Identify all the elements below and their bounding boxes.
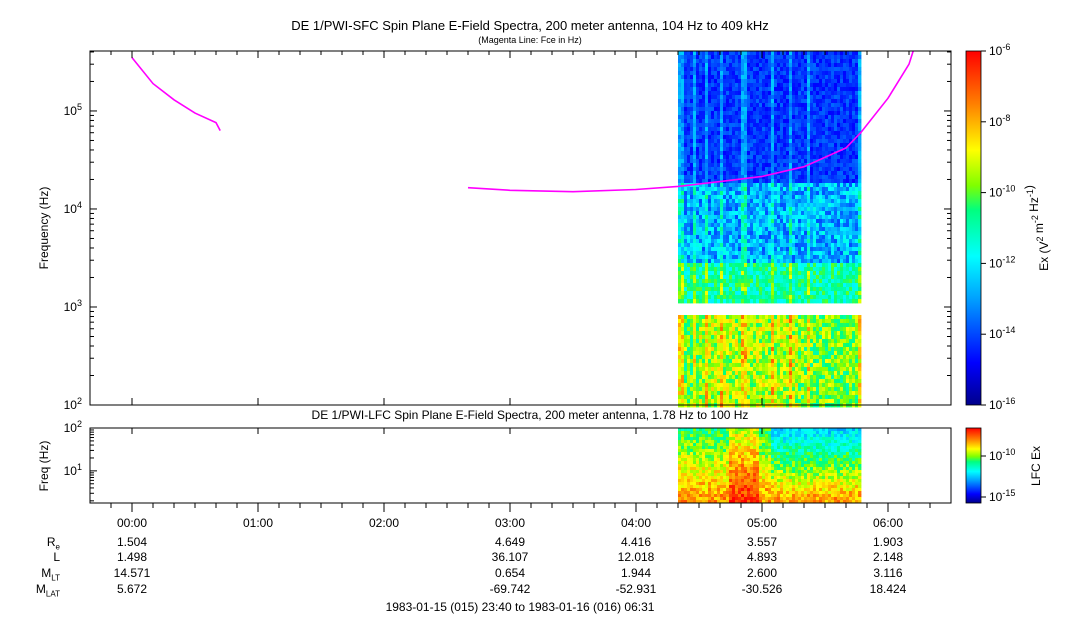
sfc-colorbar-label: Ex (V2 m-2 Hz-1): [1022, 185, 1051, 271]
ephemeris-value: 12.018: [617, 550, 655, 564]
ephemeris-value: -30.526: [741, 582, 783, 596]
ephemeris-value: 4.893: [746, 550, 778, 564]
lfc-colorbar-tick-label: 10-15: [989, 488, 1015, 504]
lfc-ylabel: Freq (Hz): [37, 441, 51, 492]
ephemeris-label: L: [53, 550, 60, 564]
lfc-colorbar: 10-10 10-15 LFC Ex: [965, 427, 1043, 504]
time-tick-label: 04:00: [621, 516, 651, 530]
ephemeris-value: 5.672: [116, 582, 148, 596]
time-tick-label: 00:00: [117, 516, 147, 530]
ephemeris-value: 18.424: [869, 582, 907, 596]
ephemeris-label: Re: [46, 535, 60, 552]
ephemeris-value: -69.742: [489, 582, 531, 596]
time-tick-label: 02:00: [369, 516, 399, 530]
lfc-ytick-label: 101: [64, 462, 82, 478]
lfc-title: DE 1/PWI-LFC Spin Plane E-Field Spectra,…: [311, 408, 749, 422]
ephemeris-value: 1.903: [872, 535, 904, 549]
time-axis: 00:00 01:00 02:00 03:00 04:00 05:00 06:00: [110, 51, 931, 530]
sfc-colorbar-tick-label: 10-14: [989, 325, 1015, 341]
ephemeris-value: 1.944: [620, 566, 652, 580]
sfc-title: DE 1/PWI-SFC Spin Plane E-Field Spectra,…: [291, 18, 769, 33]
time-tick-label: 03:00: [495, 516, 525, 530]
lfc-plot-frame: [89, 427, 952, 504]
ephemeris-label: MLAT: [35, 582, 60, 599]
sfc-ytick-label: 104: [64, 200, 82, 216]
sfc-plot-frame: [89, 50, 952, 406]
ephemeris-value: 0.654: [494, 566, 526, 580]
lfc-colorbar-label: LFC Ex: [1029, 446, 1043, 486]
ephemeris-value: 3.116: [873, 566, 903, 580]
sfc-ytick-label: 105: [64, 102, 82, 118]
ephemeris-value: 4.416: [620, 535, 652, 549]
sfc-ylabel: Frequency (Hz): [37, 187, 51, 270]
ephemeris-label: MLT: [41, 566, 60, 583]
ephemeris-value: 2.600: [746, 566, 778, 580]
ephemeris-value: 3.557: [746, 535, 778, 549]
ephemeris-value: 1.498: [116, 550, 148, 564]
sfc-spectrogram: [678, 51, 862, 408]
sfc-colorbar-tick-label: 10-12: [989, 254, 1015, 270]
ephemeris-value: 36.107: [491, 550, 529, 564]
lfc-colorbar-tick-label: 10-10: [989, 447, 1015, 463]
ephemeris-value: 4.649: [494, 535, 526, 549]
ephemeris-value: -52.931: [615, 582, 657, 596]
fce-line-segment-2: [467, 51, 914, 193]
time-tick-label: 01:00: [243, 516, 273, 530]
fce-line-segment-1: [131, 57, 221, 131]
sfc-colorbar-tick-label: 10-8: [989, 113, 1010, 129]
ephemeris-value: 2.148: [872, 550, 904, 564]
time-tick-label: 05:00: [747, 516, 777, 530]
sfc-subtitle: (Magenta Line: Fce in Hz): [478, 35, 582, 45]
sfc-colorbar-tick-label: 10-10: [989, 184, 1015, 200]
lfc-spectrogram: [678, 428, 862, 504]
sfc-ytick-label: 103: [64, 298, 82, 314]
time-tick-label: 06:00: [873, 516, 903, 530]
ephemeris-value: 14.571: [113, 566, 151, 580]
time-range-label: 1983-01-15 (015) 23:40 to 1983-01-16 (01…: [385, 600, 655, 614]
ephemeris-value: 1.504: [116, 535, 148, 549]
